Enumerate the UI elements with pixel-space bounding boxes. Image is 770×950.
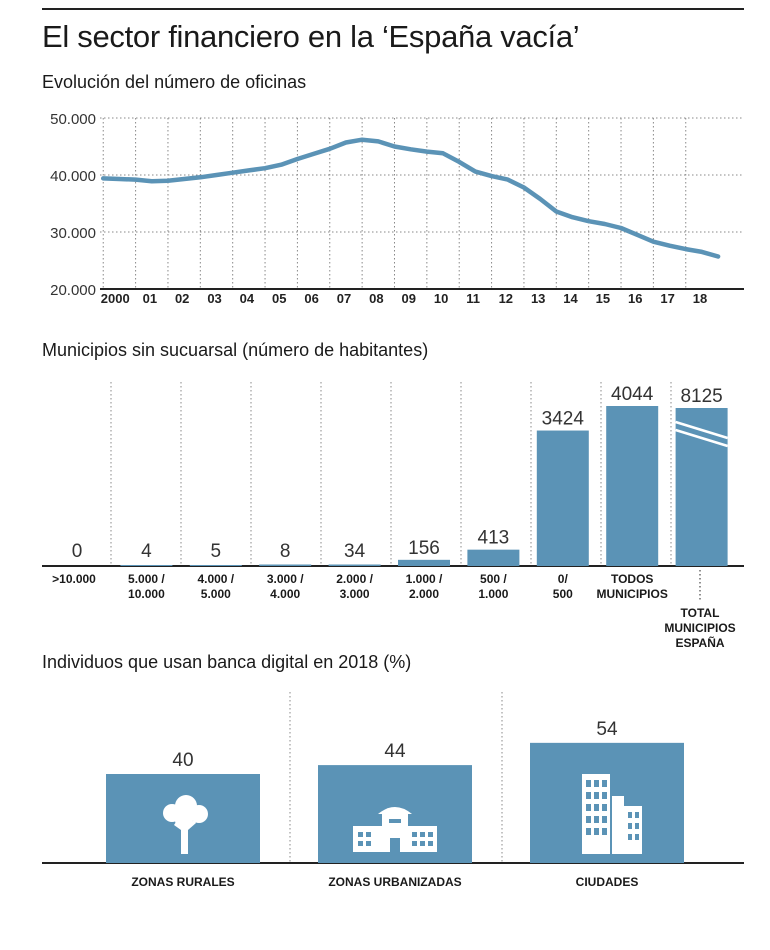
bar — [398, 559, 450, 566]
category-label: 1.000 — [478, 587, 508, 601]
category-label: 3.000 / — [267, 572, 304, 586]
bar-value-label: 34 — [344, 541, 366, 562]
category-label: 500 — [553, 587, 573, 601]
category-label: 0/ — [558, 572, 569, 586]
y-tick-label: 40.000 — [50, 168, 96, 185]
municipios-bar-chart: 0 >10.000 4 5.000 /10.000 5 4.000 /5.000 8 3.00… — [42, 382, 744, 650]
x-tick-label: 08 — [369, 291, 383, 306]
category-label: 5.000 / — [128, 572, 165, 586]
bar-value-label: 8125 — [680, 386, 722, 407]
x-tick-label: 16 — [628, 291, 642, 306]
bar-value-label: 5 — [211, 541, 222, 562]
x-tick-label: 2000 — [101, 291, 130, 306]
x-tick-label: 04 — [240, 291, 255, 306]
x-tick-label: 06 — [304, 291, 318, 306]
category-label: TODOS — [611, 572, 653, 586]
line-chart: 20.000 30.000 40.000 50.000 2000 01 02 03 04 05 06… — [50, 111, 744, 306]
municipios-chart-title: Municipios sin sucuarsal (número de habi… — [42, 340, 429, 360]
digital-chart-title: Individuos que usan banca digital en 201… — [42, 652, 412, 672]
x-tick-label: 05 — [272, 291, 286, 306]
x-tick-label: 11 — [466, 291, 480, 306]
category-label: 4.000 — [270, 587, 300, 601]
bar-value-label: 40 — [172, 750, 193, 771]
category-label: 3.000 — [340, 587, 370, 601]
y-tick-label: 50.000 — [50, 111, 96, 128]
category-label: 4.000 / — [197, 572, 234, 586]
category-label: 1.000 / — [406, 572, 443, 586]
x-tick-label: 17 — [660, 291, 674, 306]
x-tick-label: 03 — [207, 291, 221, 306]
top-rule — [42, 8, 744, 10]
category-label: ZONAS URBANIZADAS — [328, 875, 461, 889]
window-grid — [358, 819, 433, 852]
bar-value-label: 0 — [72, 541, 83, 562]
category-label: 10.000 — [128, 587, 165, 601]
bar-value-label: 413 — [478, 528, 510, 549]
x-tick-label: 13 — [531, 291, 545, 306]
category-label: MUNICIPIOS — [664, 621, 735, 635]
bar-value-label: 4 — [141, 541, 152, 562]
page-title: El sector financiero en la ‘España vacía… — [42, 19, 580, 54]
y-tick-label: 20.000 — [50, 282, 96, 299]
x-tick-label: 01 — [143, 291, 157, 306]
tree-icon — [163, 795, 208, 854]
category-label: CIUDADES — [576, 875, 639, 889]
digital-bar-chart: 40 ZONAS RURALES 44 ZONAS URBANIZADAS 54 CIUD… — [42, 692, 744, 889]
bar-value-label: 8 — [280, 541, 291, 562]
bar-value-label: 156 — [408, 538, 440, 559]
bar — [606, 406, 659, 566]
bar-break-mark — [675, 420, 728, 440]
category-label: 5.000 — [201, 587, 231, 601]
x-tick-label: 10 — [434, 291, 448, 306]
bar — [259, 564, 312, 566]
line-chart-title: Evolución del número de oficinas — [42, 72, 307, 92]
x-tick-label: 12 — [499, 291, 513, 306]
bar — [467, 549, 520, 566]
bar — [328, 564, 381, 566]
window-grid — [586, 780, 639, 840]
category-label: 2.000 — [409, 587, 439, 601]
x-tick-label: 09 — [401, 291, 415, 306]
x-tick-label: 18 — [693, 291, 707, 306]
bar — [189, 565, 242, 566]
x-tick-label: 15 — [596, 291, 610, 306]
category-label: 2.000 / — [336, 572, 373, 586]
category-label: TOTAL — [681, 606, 720, 620]
bar-value-label: 4044 — [611, 384, 654, 405]
category-label: 500 / — [480, 572, 507, 586]
category-label: MUNICIPIOS — [597, 587, 668, 601]
category-label: ESPAÑA — [675, 635, 724, 650]
category-label: ZONAS RURALES — [131, 875, 234, 889]
x-tick-label: 14 — [563, 291, 578, 306]
bar — [120, 565, 173, 566]
bar-break-mark — [675, 428, 728, 448]
category-label: >10.000 — [52, 572, 96, 586]
y-tick-label: 30.000 — [50, 225, 96, 242]
oficinas-series-line — [100, 137, 721, 259]
bar-value-label: 44 — [384, 741, 406, 762]
x-tick-label: 07 — [337, 291, 351, 306]
bar-value-label: 54 — [596, 719, 618, 740]
x-tick-label: 02 — [175, 291, 189, 306]
bar-value-label: 3424 — [542, 409, 585, 430]
bar — [536, 430, 589, 566]
